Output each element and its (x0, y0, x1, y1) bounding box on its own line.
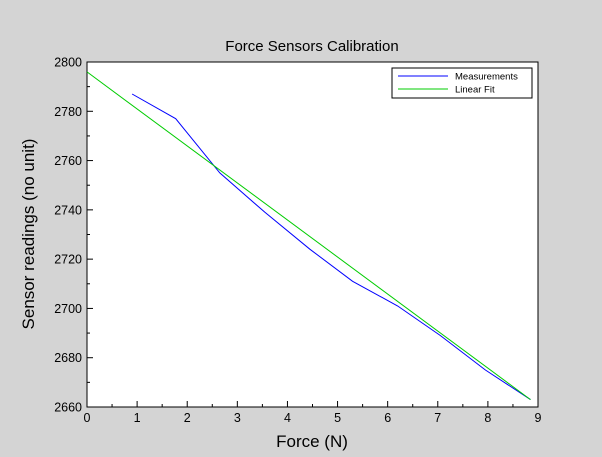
x-tick-label: 6 (384, 411, 391, 425)
legend: Measurements Linear Fit (391, 67, 533, 99)
y-axis-label: Sensor readings (no unit) (19, 139, 38, 330)
y-tick-label: 2660 (54, 401, 82, 415)
x-tick-label: 1 (134, 411, 141, 425)
x-tick-label: 9 (535, 411, 542, 425)
x-tick-label: 2 (184, 411, 191, 425)
x-tick-label: 8 (484, 411, 491, 425)
legend-label-measurements: Measurements (455, 72, 518, 83)
series-line-linear-fit (86, 71, 531, 401)
chart-title: Force Sensors Calibration (225, 38, 398, 55)
x-tick-label: 4 (284, 411, 291, 425)
x-tick-label: 7 (434, 411, 441, 425)
y-tick-label: 2780 (54, 105, 82, 119)
x-tick-label: 0 (84, 411, 91, 425)
series-layer (86, 71, 531, 401)
x-tick-label: 3 (234, 411, 241, 425)
y-tick-label: 2740 (54, 203, 82, 217)
y-tick-label: 2800 (54, 56, 82, 70)
x-axis-ticks: 0 1 2 3 4 5 6 7 8 9 (84, 401, 542, 425)
x-tick-label: 5 (334, 411, 341, 425)
legend-box (391, 67, 533, 99)
y-tick-label: 2720 (54, 253, 82, 267)
y-tick-label: 2700 (54, 302, 82, 316)
y-tick-label: 2680 (54, 351, 82, 365)
series-line-measurements (131, 93, 531, 401)
x-axis-label: Force (N) (276, 432, 348, 451)
legend-label-linear-fit: Linear Fit (455, 85, 495, 96)
y-axis-ticks: 2660 2680 2700 2720 2740 2760 2780 2800 (54, 56, 93, 415)
y-tick-label: 2760 (54, 154, 82, 168)
